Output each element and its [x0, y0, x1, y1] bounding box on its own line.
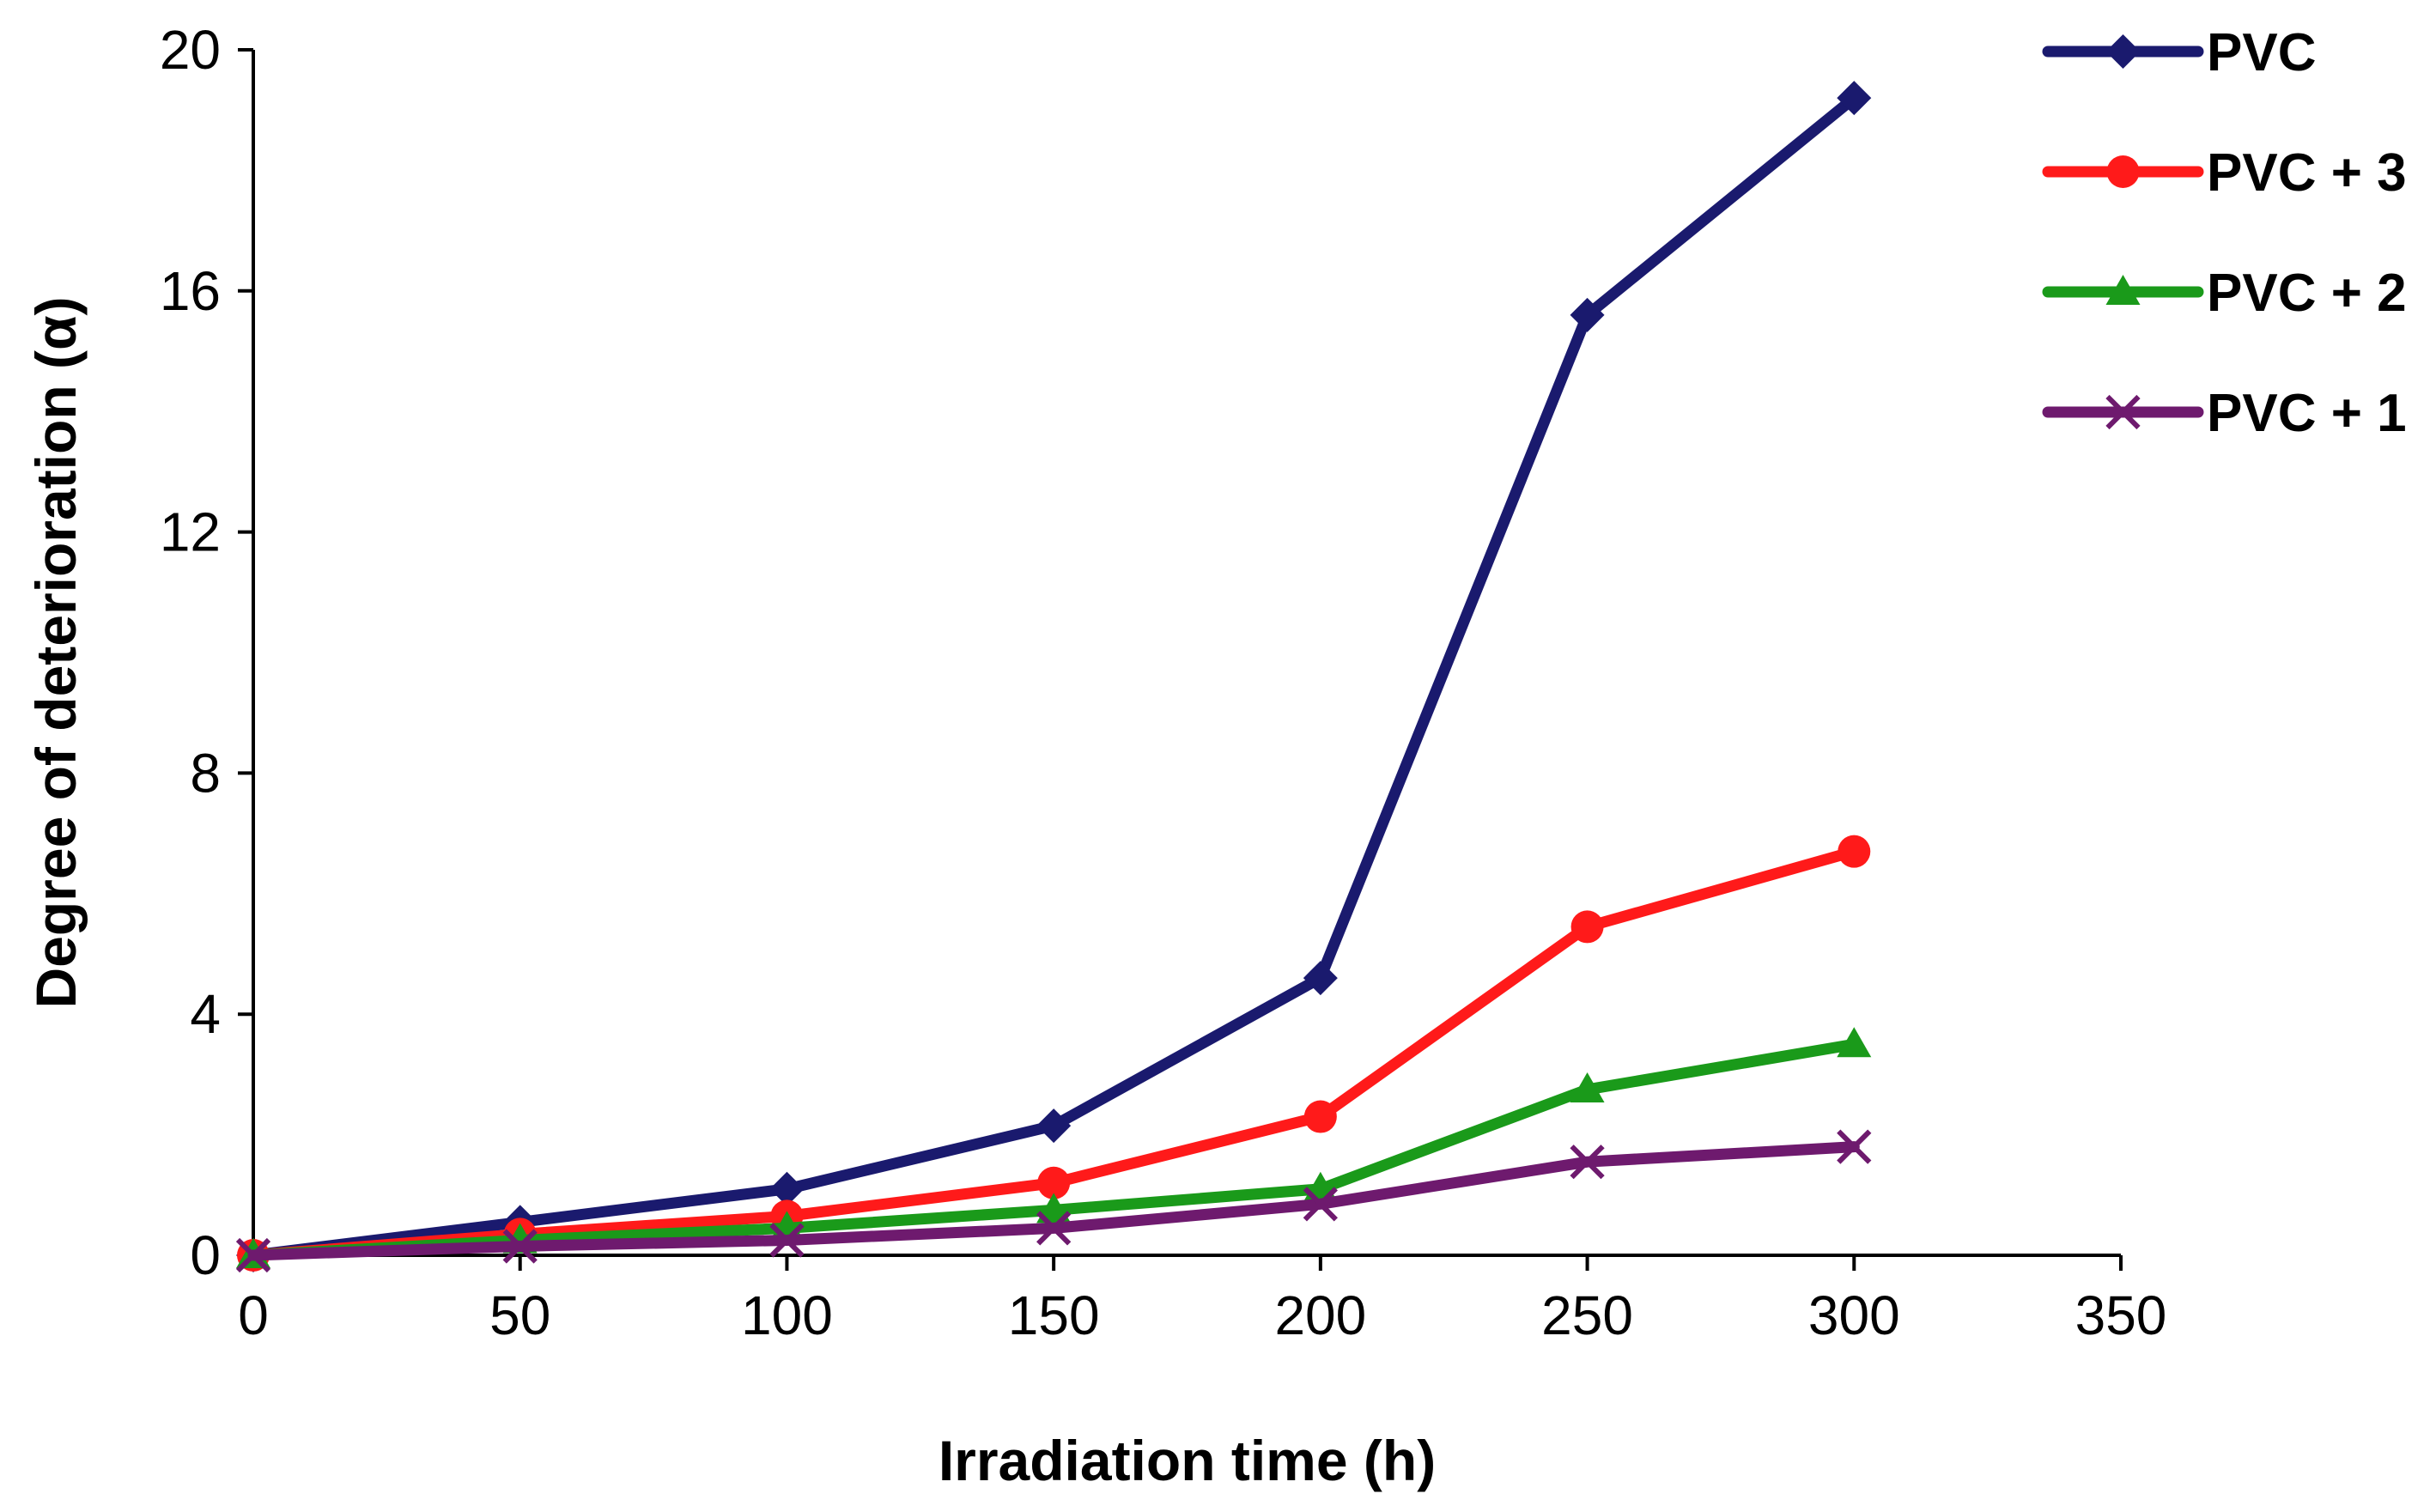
y-tick-label: 8	[190, 742, 221, 804]
x-tick-label: 300	[1808, 1284, 1900, 1346]
y-axis-title: Degree of deterioration (α)	[24, 297, 88, 1009]
legend-item: PVC + 2	[2042, 264, 2407, 323]
data-point	[1036, 1211, 1072, 1246]
legend-label: PVC + 2	[2207, 264, 2407, 323]
data-point	[1837, 1027, 1872, 1058]
data-point	[1570, 1072, 1605, 1102]
y-tick-label: 0	[190, 1224, 221, 1286]
data-point	[1570, 297, 1605, 332]
data-point	[1036, 1193, 1072, 1224]
series-pvc-1	[235, 1129, 1872, 1273]
x-ticks: 0 50 100 150 200 250 300 350	[238, 1255, 2166, 1346]
legend-marker	[2105, 275, 2141, 305]
data-point	[1570, 910, 1604, 944]
data-point	[1837, 1129, 1872, 1164]
axes	[252, 50, 2121, 1257]
data-point	[235, 1237, 271, 1273]
legend-marker	[2105, 394, 2141, 430]
x-tick-label: 350	[2075, 1284, 2167, 1346]
data-point	[1303, 1100, 1337, 1133]
y-tick-label: 4	[190, 983, 221, 1045]
x-tick-label: 50	[489, 1284, 550, 1346]
data-point	[1837, 81, 1872, 116]
y-tick-label: 20	[160, 19, 221, 81]
legend-item: PVC + 3	[2042, 143, 2407, 203]
data-point	[1036, 1108, 1072, 1144]
data-point	[1303, 1187, 1338, 1222]
legend-label: PVC + 1	[2207, 384, 2407, 443]
data-point	[769, 1223, 805, 1258]
legend-marker	[2106, 155, 2140, 188]
y-tick-label: 12	[160, 501, 221, 563]
data-point	[1570, 1145, 1605, 1180]
legend-item: PVC + 1	[2042, 384, 2407, 443]
data-point	[769, 1171, 805, 1206]
legend-label: PVC	[2207, 23, 2316, 82]
data-point	[1303, 961, 1338, 996]
x-tick-label: 250	[1541, 1284, 1633, 1346]
data-point	[1037, 1166, 1071, 1199]
legend-marker	[2105, 34, 2141, 69]
y-tick-label: 16	[160, 260, 221, 322]
x-axis-title: Irradiation time (h)	[939, 1429, 1436, 1492]
legend-label: PVC + 3	[2207, 143, 2407, 203]
series-pvc	[236, 81, 1872, 1272]
data-point	[1838, 835, 1871, 868]
x-tick-label: 100	[741, 1284, 833, 1346]
x-tick-label: 150	[1008, 1284, 1100, 1346]
x-tick-label: 200	[1274, 1284, 1366, 1346]
series-layer	[235, 81, 1872, 1273]
y-ticks: 0 4 8 12 16 20	[160, 19, 253, 1286]
legend-item: PVC	[2042, 23, 2316, 82]
x-tick-label: 0	[238, 1284, 269, 1346]
data-point	[502, 1229, 538, 1264]
legend: PVC PVC + 3 PVC + 2 PVC + 1	[2042, 23, 2407, 443]
